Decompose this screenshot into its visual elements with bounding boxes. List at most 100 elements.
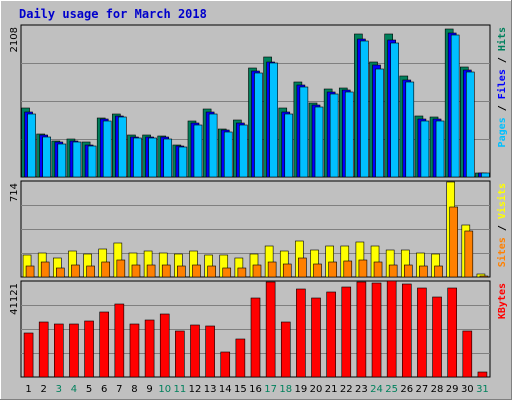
- bar-kbytes-day-11: [175, 330, 185, 378]
- bar-hits-day-1: [27, 113, 36, 178]
- legend-entry-2: Visits: [496, 183, 508, 219]
- bar-hits-day-18: [284, 113, 294, 178]
- bar-hits-day-30: [466, 71, 475, 178]
- bar-kbytes-day-2: [38, 321, 49, 378]
- bar-kbytes-day-3: [54, 323, 64, 378]
- bar-hits-day-15: [239, 124, 248, 178]
- legend-entry-0: Sites: [496, 237, 508, 267]
- bar-sites-day-2: [40, 261, 50, 278]
- bar-sites-day-7: [116, 259, 126, 278]
- bar-kbytes-day-21: [326, 291, 336, 378]
- bar-kbytes-day-25: [386, 280, 397, 378]
- day-label-2: 2: [41, 384, 47, 395]
- y-max-label: 714: [9, 183, 20, 202]
- y-max-label: 41121: [9, 283, 20, 315]
- bar-kbytes-day-5: [84, 320, 94, 378]
- bar-kbytes-day-1: [23, 332, 34, 378]
- series-legend: Sites / Visits: [496, 183, 508, 267]
- bar-sites-day-13: [207, 265, 216, 278]
- day-label-24: 24: [370, 384, 383, 395]
- bar-sites-day-5: [86, 265, 95, 278]
- legend-entry-1: /: [497, 219, 508, 237]
- bar-hits-day-16: [254, 72, 263, 178]
- bar-sites-day-25: [388, 264, 398, 278]
- bar-sites-day-26: [403, 264, 413, 278]
- bar-kbytes-day-7: [114, 303, 125, 378]
- bar-kbytes-day-18: [280, 321, 291, 378]
- bar-hits-day-21: [329, 93, 339, 178]
- bar-hits-day-4: [72, 141, 82, 178]
- bar-sites-day-3: [56, 267, 65, 278]
- day-label-26: 26: [400, 384, 413, 395]
- bar-hits-day-23: [360, 40, 369, 178]
- bar-hits-day-27: [420, 120, 430, 178]
- bar-sites-day-29: [449, 206, 458, 278]
- bar-hits-day-31: [481, 172, 490, 178]
- bar-sites-day-19: [298, 257, 307, 278]
- bar-kbytes-day-29: [447, 287, 457, 378]
- day-label-20: 20: [310, 384, 323, 395]
- bar-hits-day-8: [133, 137, 142, 178]
- bar-hits-day-6: [102, 120, 112, 178]
- bar-hits-day-14: [223, 131, 233, 178]
- bar-hits-day-7: [118, 116, 127, 178]
- bar-sites-day-31: [479, 275, 489, 278]
- legend-entry-1: /: [497, 99, 508, 117]
- bar-hits-day-13: [208, 113, 218, 178]
- bar-sites-day-28: [434, 265, 443, 278]
- day-label-3: 3: [56, 384, 62, 395]
- y-max-label: 2108: [9, 27, 20, 52]
- bar-hits-day-25: [390, 42, 399, 178]
- panels-layer: 2108 Pages / Files / Hits 714 Sites / Visit…: [9, 24, 508, 378]
- day-label-21: 21: [325, 384, 338, 395]
- bar-sites-day-1: [25, 265, 35, 278]
- bar-kbytes-day-13: [205, 325, 215, 378]
- bar-hits-day-28: [435, 120, 445, 178]
- bar-sites-day-24: [373, 261, 383, 278]
- day-labels: 1 2 3 4 5 6 7 8 9 10 11 12 13 14 15 16 17 18 19 20 21 22 23 24 2…: [25, 384, 488, 395]
- day-label-13: 13: [204, 384, 217, 395]
- bar-kbytes-day-12: [190, 324, 200, 378]
- bar-kbytes-day-28: [432, 296, 442, 378]
- bar-kbytes-day-8: [129, 323, 140, 378]
- hits-panel: 2108 Pages / Files / Hits: [9, 24, 508, 178]
- bar-sites-day-21: [328, 261, 337, 278]
- bar-sites-day-15: [237, 267, 247, 278]
- day-label-27: 27: [416, 384, 429, 395]
- bar-hits-day-12: [193, 124, 203, 178]
- legend-entry-0: Pages: [497, 117, 508, 147]
- day-label-22: 22: [340, 384, 353, 395]
- bar-kbytes-day-31: [477, 371, 488, 378]
- bar-sites-day-8: [131, 264, 141, 278]
- bar-sites-day-9: [146, 264, 156, 278]
- bar-sites-day-22: [343, 260, 353, 278]
- bar-hits-day-26: [405, 81, 415, 178]
- bar-hits-day-11: [178, 146, 188, 178]
- bar-sites-day-14: [222, 267, 232, 278]
- series-kbytes: [23, 280, 488, 378]
- bar-kbytes-day-24: [371, 282, 382, 378]
- visits-panel: 714 Sites / Visits: [9, 180, 508, 278]
- series-sites: [25, 206, 489, 278]
- day-label-6: 6: [101, 384, 107, 395]
- bar-hits-day-17: [269, 62, 278, 178]
- day-label-11: 11: [173, 384, 186, 395]
- day-label-10: 10: [158, 384, 171, 395]
- legend-entry-4: Hits: [496, 27, 508, 51]
- day-label-4: 4: [71, 384, 77, 395]
- bar-sites-day-10: [161, 264, 171, 278]
- bar-hits-day-5: [87, 145, 97, 178]
- bar-sites-day-6: [101, 261, 111, 278]
- bar-kbytes-day-22: [341, 286, 352, 378]
- bar-sites-day-30: [464, 230, 474, 278]
- series-hits: [27, 34, 490, 178]
- bar-kbytes-day-19: [296, 288, 306, 378]
- bar-sites-day-27: [419, 265, 428, 278]
- legend-entry-3: /: [497, 51, 508, 69]
- day-label-8: 8: [131, 384, 137, 395]
- day-label-16: 16: [249, 384, 262, 395]
- series-legend: Pages / Files / Hits: [496, 27, 508, 147]
- bar-hits-day-3: [57, 143, 67, 178]
- bar-sites-day-20: [313, 263, 322, 278]
